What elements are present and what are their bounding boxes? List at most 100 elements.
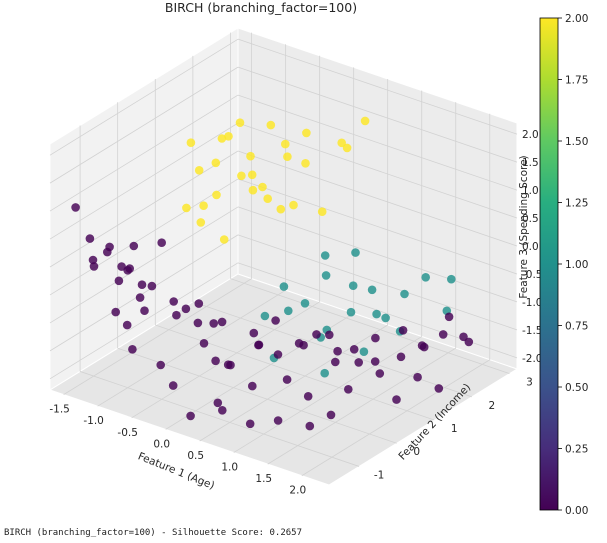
scatter-point (235, 118, 245, 127)
z-tick-label: -1.5 (522, 325, 543, 337)
scatter-point (371, 333, 380, 343)
z-tick-label: 0.5 (522, 213, 539, 225)
scatter-point (211, 158, 221, 168)
scatter-point (217, 134, 227, 143)
z-tick-label: 1.5 (522, 157, 539, 169)
scatter-point (196, 218, 206, 227)
y-tick-label: 3 (526, 377, 533, 389)
scatter-point (447, 274, 456, 284)
scatter-point (281, 139, 290, 149)
z-grid-left (49, 38, 239, 156)
x-grid-floor (165, 313, 354, 430)
scatter-point (182, 203, 191, 213)
scatter-point (186, 411, 195, 421)
axes-grid (49, 32, 518, 477)
scatter-point (300, 299, 310, 308)
scatter-point (213, 398, 223, 408)
z-grid-left (49, 178, 239, 296)
scatter-point (312, 330, 321, 339)
scatter-point (137, 280, 147, 290)
x-grid-floor (131, 301, 320, 419)
scatter-point (320, 251, 330, 260)
x-tick-label: 1.0 (221, 462, 238, 474)
scatter-point (273, 350, 283, 359)
x-tick-label: -1.0 (83, 415, 104, 427)
scatter-point (122, 320, 132, 330)
scatter-point (400, 289, 409, 299)
x-tick-label: 0.0 (153, 438, 170, 450)
scatter-point (224, 132, 233, 141)
x-grid-floor (301, 359, 490, 477)
z-grid-back (237, 150, 518, 247)
x-tick-label: -1.5 (49, 404, 70, 416)
scatter-point (303, 392, 313, 401)
scatter-point (294, 339, 304, 348)
scatter-point (260, 311, 270, 321)
scatter-point (156, 360, 165, 370)
scatter-point (135, 293, 145, 302)
scatter-point (305, 421, 315, 431)
scatter-point (325, 330, 334, 340)
scatter-point (199, 339, 209, 348)
x-tick-label: -0.5 (117, 427, 138, 439)
scatter-point (434, 384, 444, 393)
scatter-point (348, 281, 358, 291)
x-axis-label: Feature 1 (Age) (136, 450, 216, 492)
scatter-point (331, 357, 340, 367)
x-tick-label: 1.5 (255, 473, 272, 485)
scatter-point (212, 190, 221, 200)
scatter-point (209, 319, 218, 328)
scatter-point (279, 282, 289, 291)
scatter-point (218, 406, 227, 415)
scatter-point (89, 262, 99, 271)
scatter-point (283, 152, 292, 161)
z-tick-label: -0.5 (522, 269, 543, 281)
axes-ticks: -1.5 -1.0 -0.5 0.0 0.5 1.0 1.5 2.0 -1 0 1 2 3 -2.0 -1.… (49, 129, 542, 497)
x-tick-label: 2.0 (289, 485, 306, 497)
scatter-point (194, 166, 204, 175)
x-grid-floor (199, 324, 388, 442)
z-grid-back (237, 66, 518, 163)
scatter-point (140, 306, 149, 316)
scatter-point (349, 345, 359, 354)
scatter-point (71, 203, 80, 212)
scatter-point (114, 276, 124, 286)
scatter-point (320, 368, 330, 378)
x-grid-floor (233, 336, 422, 453)
scatter-point (263, 194, 273, 203)
z-tick-label: 1.0 (522, 185, 539, 197)
x-grid-floor (267, 347, 456, 465)
x-tick-label: 0.5 (187, 450, 204, 462)
scatter-point (346, 307, 356, 317)
scatter-point (317, 207, 327, 216)
x-grid-floor (63, 278, 252, 395)
z-tick-label: -2.0 (522, 353, 543, 365)
y-grid-floor (230, 278, 510, 375)
colorbar-tick-label: 0.75 (565, 321, 588, 333)
scatter-point (199, 201, 208, 210)
y-tick-label: 2 (489, 400, 496, 412)
scatter-point (413, 372, 422, 382)
z-grid-back (237, 94, 518, 191)
scatter-point (273, 416, 283, 425)
scatter-point (219, 235, 229, 244)
scatter-point (289, 200, 298, 210)
colorbar-tick-label: 0.00 (565, 505, 588, 517)
scatter-point (375, 369, 385, 378)
z-grid-left (49, 234, 239, 352)
colorbar-tick-label: 1.00 (565, 259, 588, 271)
scatter-point (370, 357, 380, 366)
scatter-point (193, 318, 203, 328)
scatter-point (344, 385, 353, 394)
scatter-point (105, 242, 114, 252)
z-grid-back (237, 122, 518, 219)
colorbar-tick-label: 2.00 (565, 13, 588, 25)
scatter-point (247, 170, 257, 180)
colorbar-tick-label: 0.50 (565, 382, 588, 394)
scatter-point (381, 313, 390, 323)
scatter-point (271, 316, 280, 325)
scatter-point (248, 185, 258, 195)
scatter-point (302, 128, 311, 138)
scatter-point (459, 332, 468, 342)
